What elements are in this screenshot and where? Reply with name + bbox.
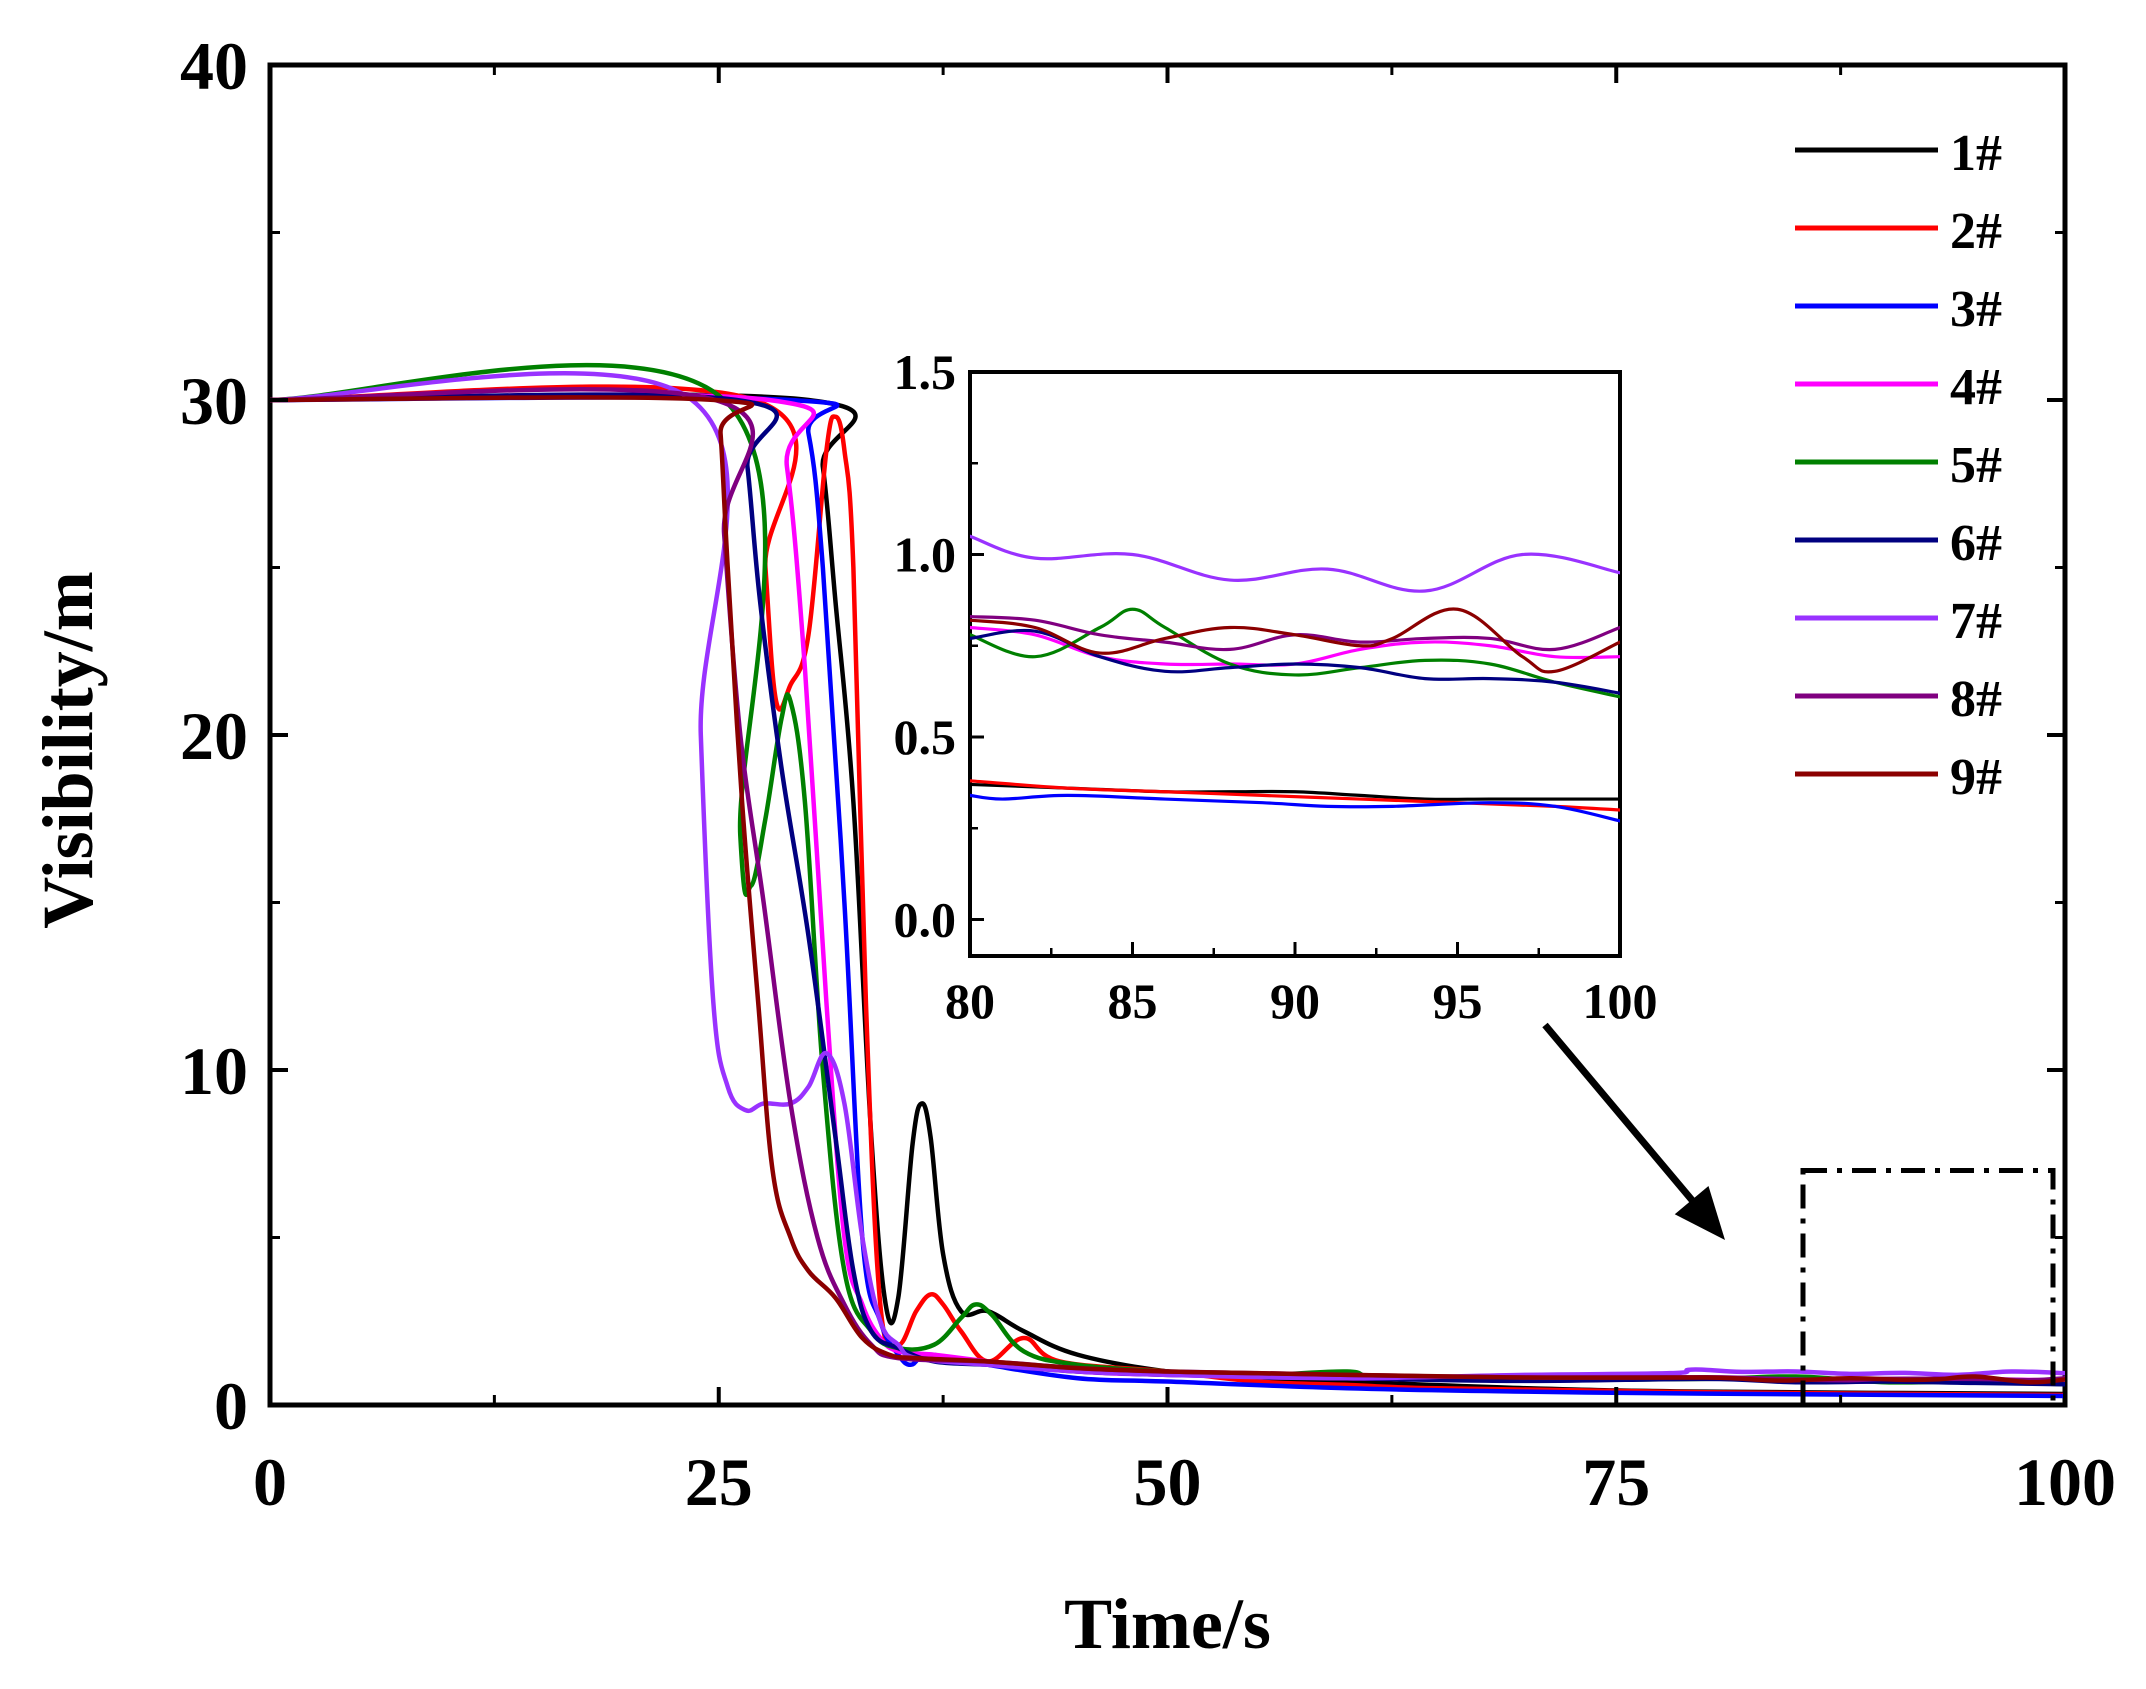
zoom-region-box: [1800, 1168, 2056, 1408]
series-line-2: [270, 384, 2065, 1398]
legend-label: 3#: [1950, 281, 2002, 338]
y-tick-label: 30: [180, 363, 248, 439]
x-tick-label: 50: [1134, 1444, 1202, 1520]
series-line-9: [270, 395, 2065, 1385]
inset-y-tick-label: 1.0: [894, 527, 957, 583]
inset-x-tick-label: 90: [1270, 973, 1320, 1029]
main-ticks: 0 25 50 75 100 0 10 20 30 40: [180, 28, 2116, 1520]
legend-label: 8#: [1950, 671, 2002, 728]
main-series-lines: [270, 362, 2065, 1399]
y-tick-label: 0: [214, 1368, 248, 1444]
y-axis-title: Visibility/m: [28, 571, 108, 928]
y-tick-label: 20: [180, 698, 248, 774]
inset-x-tick-label: 85: [1108, 973, 1158, 1029]
x-tick-label: 100: [2014, 1444, 2116, 1520]
inset-series-line-5: [970, 607, 1620, 699]
inset-series-line-7: [970, 534, 1620, 593]
legend-label: 6#: [1950, 515, 2002, 572]
zoom-indicator: [1542, 1022, 2056, 1408]
zoom-arrow-shaft: [1542, 1022, 1710, 1221]
x-tick-label: 0: [253, 1444, 287, 1520]
series-line-3: [270, 395, 2065, 1399]
series-line-1: [270, 392, 2065, 1397]
series-line-7: [270, 370, 2065, 1381]
inset-y-tick-label: 0.0: [894, 892, 957, 948]
inset-plot: 80 85 90 95 100 0.0 0.5 1.0 1.5: [894, 344, 1658, 1029]
x-tick-label: 75: [1582, 1444, 1650, 1520]
y-tick-label: 40: [180, 28, 248, 104]
x-tick-label: 25: [685, 1444, 753, 1520]
inset-x-tick-label: 80: [945, 973, 995, 1029]
inset-y-tick-label: 1.5: [894, 344, 957, 400]
zoom-arrow-head: [1674, 1186, 1725, 1240]
legend-label: 7#: [1950, 593, 2002, 650]
legend-label: 5#: [1950, 437, 2002, 494]
y-tick-label: 10: [180, 1033, 248, 1109]
x-axis-title: Time/s: [1064, 1584, 1271, 1664]
inset-y-tick-label: 0.5: [894, 709, 957, 765]
legend-label: 2#: [1950, 203, 2002, 260]
inset-x-tick-label: 95: [1433, 973, 1483, 1029]
legend-label: 9#: [1950, 749, 2002, 806]
inset-x-tick-label: 100: [1583, 973, 1658, 1029]
legend-label: 1#: [1950, 125, 2002, 182]
inset-series-line-9: [970, 607, 1620, 674]
inset-series-line-3: [970, 793, 1620, 823]
legend-label: 4#: [1950, 359, 2002, 416]
legend: 1# 2# 3# 4# 5# 6# 7# 8# 9#: [1795, 125, 2002, 806]
